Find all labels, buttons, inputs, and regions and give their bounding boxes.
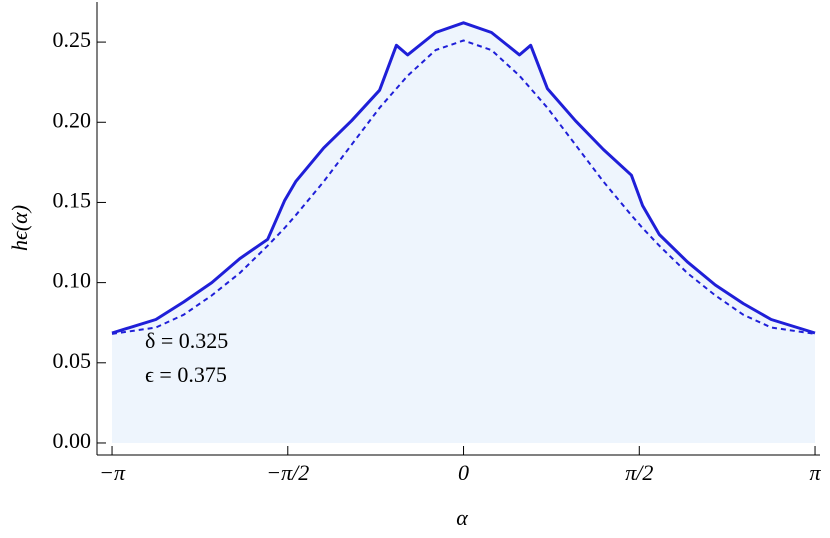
x-axis-label: α (456, 505, 468, 530)
y-tick-label: 0.10 (53, 268, 92, 293)
x-tick-label: −π/2 (266, 460, 309, 485)
x-tick-label: π (810, 460, 822, 485)
annotation: δ = 0.325 (145, 328, 228, 353)
annotation: ϵ = 0.375 (145, 362, 227, 387)
area-fill (112, 22, 815, 443)
y-tick-label: 0.05 (53, 348, 92, 373)
x-tick-label: −π (99, 460, 126, 485)
x-tick-label: 0 (458, 460, 469, 485)
x-tick-label: π/2 (625, 460, 653, 485)
y-tick-label: 0.15 (53, 187, 92, 212)
y-tick-label: 0.20 (53, 107, 92, 132)
y-tick-label: 0.00 (53, 428, 92, 453)
y-tick-label: 0.25 (53, 27, 92, 52)
y-axis-label: hϵ(α) (7, 205, 32, 251)
dashed-line (111, 39, 816, 335)
data-line (111, 21, 816, 335)
